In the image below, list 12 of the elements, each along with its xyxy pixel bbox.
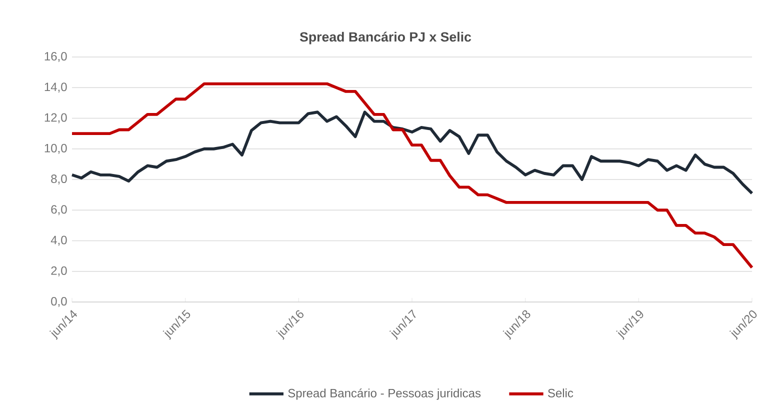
y-tick-label: 2,0 xyxy=(51,266,67,276)
legend-label: Spread Bancário - Pessoas juridicas xyxy=(288,388,481,400)
y-tick-label: 12,0 xyxy=(44,113,67,124)
y-tick-label: 16,0 xyxy=(44,52,67,62)
y-tick-label: 14,0 xyxy=(44,82,67,93)
y-tick-label: 10,0 xyxy=(44,144,67,154)
y-tick-label: 0,0 xyxy=(51,297,67,307)
y-tick-label: 8,0 xyxy=(51,174,67,184)
legend-label: Selic xyxy=(548,388,574,398)
chart-title: Spread Bancário PJ x Selic xyxy=(300,32,472,44)
y-tick-label: 6,0 xyxy=(51,205,67,216)
y-tick-label: 4,0 xyxy=(50,236,67,246)
